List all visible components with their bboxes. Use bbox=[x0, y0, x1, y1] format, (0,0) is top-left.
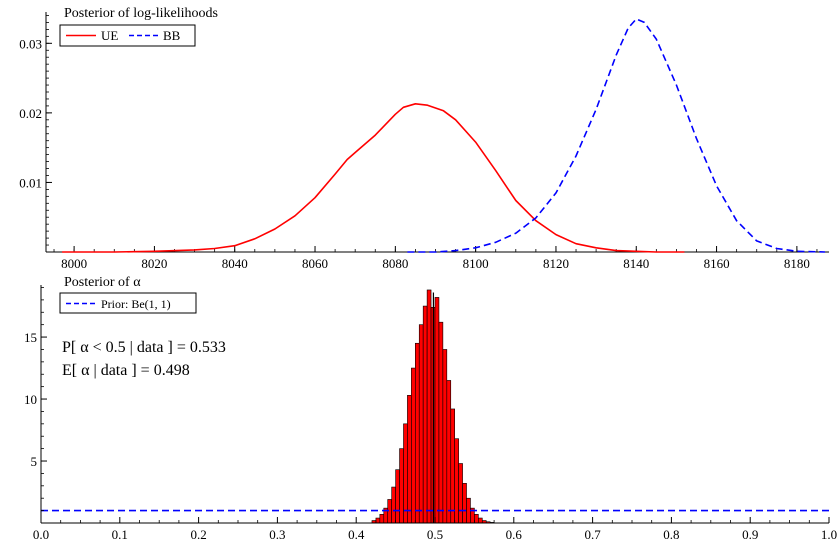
loglik-axes: 8000 8020 8040 8060 8080 8100 8120 8140 8160 8180… bbox=[19, 12, 829, 271]
histogram-bar bbox=[407, 395, 412, 524]
alpha-panel: Posterior of α 0.0 0.1 0.2 0.3 0.4 0.5 0.6 0.7 0… bbox=[24, 275, 837, 542]
loglik-y-tick-label: 0.03 bbox=[19, 36, 42, 51]
annotation-mean-alpha: E[ α | data ] = 0.498 bbox=[62, 362, 190, 379]
alpha-x-tick-label: 0.0 bbox=[33, 527, 49, 542]
histogram-bar bbox=[434, 297, 440, 524]
alpha-x-tick-label: 1.0 bbox=[821, 527, 837, 542]
histogram-bar bbox=[450, 408, 456, 524]
alpha-legend: Prior: Be(1, 1) bbox=[59, 292, 197, 314]
loglik-chart-title: Posterior of log-likelihoods bbox=[64, 6, 218, 21]
alpha-y-tick-label: 10 bbox=[24, 392, 37, 407]
histogram-bar bbox=[375, 517, 381, 524]
histogram-bar bbox=[426, 289, 432, 524]
histogram-bar bbox=[379, 514, 385, 524]
histogram-bar bbox=[403, 423, 408, 524]
alpha-x-tick-label: 0.2 bbox=[190, 527, 206, 542]
legend-label-prior: Prior: Be(1, 1) bbox=[101, 297, 171, 311]
alpha-x-tick-label: 0.6 bbox=[506, 527, 523, 542]
histogram-bar bbox=[442, 349, 448, 524]
loglik-x-tick-label: 8080 bbox=[382, 256, 408, 271]
histogram-bar bbox=[399, 448, 404, 524]
alpha-x-tick-label: 0.9 bbox=[742, 527, 758, 542]
loglik-x-tick-label: 8160 bbox=[704, 256, 730, 271]
loglik-x-tick-label: 8140 bbox=[623, 256, 649, 271]
histogram-bar bbox=[474, 514, 479, 524]
histogram-bar bbox=[446, 380, 452, 524]
loglik-x-tick-label: 8020 bbox=[141, 256, 167, 271]
loglik-legend-box bbox=[59, 24, 196, 47]
annotation-prob-alpha: P[ α < 0.5 | data ] = 0.533 bbox=[62, 339, 226, 356]
histogram-bar bbox=[418, 324, 424, 524]
histogram-bar bbox=[466, 497, 471, 524]
loglik-x-tick-label: 8000 bbox=[61, 256, 87, 271]
histogram-bar bbox=[391, 486, 396, 524]
alpha-x-tick-label: 0.3 bbox=[269, 527, 285, 542]
histogram-bar bbox=[422, 305, 428, 524]
loglik-x-tick-label: 8060 bbox=[302, 256, 328, 271]
alpha-axes: 0.0 0.1 0.2 0.3 0.4 0.5 0.6 0.7 0.8 0.9 1.0 5 10 15 bbox=[24, 285, 837, 542]
alpha-y-tick-label: 15 bbox=[24, 330, 37, 345]
alpha-x-tick-label: 0.8 bbox=[663, 527, 679, 542]
loglik-x-tick-label: 8120 bbox=[543, 256, 569, 271]
histogram-bar bbox=[438, 321, 444, 524]
loglik-legend: UE BB bbox=[59, 24, 196, 47]
legend-label-bb: BB bbox=[163, 28, 181, 43]
histogram-bar bbox=[462, 483, 467, 524]
loglik-x-tick-label: 8040 bbox=[222, 256, 248, 271]
histogram-bar bbox=[478, 517, 483, 524]
histogram-bar bbox=[454, 438, 459, 524]
loglik-y-tick-label: 0.02 bbox=[19, 106, 42, 121]
loglik-y-tick-label: 0.01 bbox=[19, 175, 42, 190]
histogram-bar bbox=[395, 469, 400, 524]
histogram-bar bbox=[414, 342, 420, 524]
legend-label-ue: UE bbox=[101, 28, 118, 43]
alpha-x-tick-label: 0.5 bbox=[427, 527, 443, 542]
histogram-bar bbox=[458, 463, 463, 524]
series-line-bb bbox=[407, 18, 826, 253]
alpha-legend-box bbox=[59, 292, 197, 314]
loglik-x-tick-label: 8180 bbox=[784, 256, 810, 271]
alpha-histogram bbox=[371, 289, 495, 524]
histogram-bar bbox=[411, 367, 416, 524]
loglik-series bbox=[62, 18, 826, 253]
loglik-x-tick-label: 8100 bbox=[463, 256, 489, 271]
alpha-x-tick-label: 0.4 bbox=[348, 527, 365, 542]
loglik-panel: Posterior of log-likelihoods 8000 8020 804… bbox=[19, 6, 829, 271]
alpha-chart-title: Posterior of α bbox=[64, 275, 141, 290]
alpha-x-tick-label: 0.1 bbox=[112, 527, 128, 542]
series-line-ue bbox=[62, 103, 685, 253]
alpha-x-tick-label: 0.7 bbox=[584, 527, 601, 542]
alpha-y-tick-label: 5 bbox=[31, 454, 38, 469]
